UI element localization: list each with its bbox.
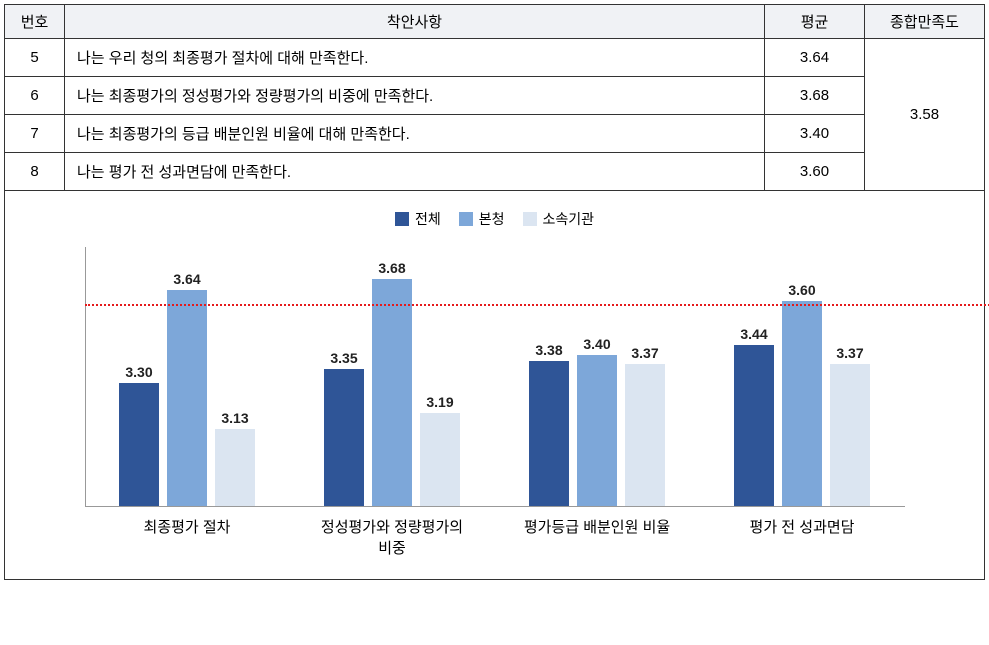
chart-legend: 전체 본청 소속기관 (5, 209, 984, 229)
cell-desc: 나는 우리 청의 최종평가 절차에 대해 만족한다. (65, 39, 765, 77)
table-row: 6나는 최종평가의 정성평가와 정량평가의 비중에 만족한다.3.68 (5, 77, 985, 115)
bar (625, 364, 665, 506)
bar-wrap: 3.44 (734, 247, 774, 506)
bar-wrap: 3.64 (167, 247, 207, 506)
bar-value-label: 3.35 (330, 350, 357, 366)
legend-swatch (459, 212, 473, 226)
bar-wrap: 3.37 (830, 247, 870, 506)
bar-wrap: 3.68 (372, 247, 412, 506)
bar-value-label: 3.30 (125, 364, 152, 380)
bar-wrap: 3.35 (324, 247, 364, 506)
header-num: 번호 (5, 5, 65, 39)
bar-group: 3.38 3.40 3.37 (512, 247, 682, 506)
bar-value-label: 3.44 (740, 326, 767, 342)
legend-item: 전체 (395, 209, 441, 229)
bar-wrap: 3.40 (577, 247, 617, 506)
legend-item: 본청 (459, 209, 505, 229)
bar (734, 345, 774, 506)
bar-wrap: 3.19 (420, 247, 460, 506)
cell-num: 7 (5, 115, 65, 153)
x-axis-label: 정성평가와 정량평가의비중 (307, 517, 477, 559)
bar-value-label: 3.13 (221, 410, 248, 426)
bar-value-label: 3.37 (631, 345, 658, 361)
bar (372, 279, 412, 506)
bar-wrap: 3.38 (529, 247, 569, 506)
bar-wrap: 3.37 (625, 247, 665, 506)
header-overall: 종합만족도 (865, 5, 985, 39)
cell-desc: 나는 평가 전 성과면담에 만족한다. (65, 153, 765, 191)
x-axis-label: 평가 전 성과면담 (717, 517, 887, 559)
bar (782, 301, 822, 506)
bar (529, 361, 569, 506)
legend-label: 전체 (415, 209, 441, 229)
table-row: 5나는 우리 청의 최종평가 절차에 대해 만족한다.3.643.58 (5, 39, 985, 77)
bar-group: 3.30 3.64 3.13 (102, 247, 272, 506)
x-axis-label: 평가등급 배분인원 비율 (512, 517, 682, 559)
chart-container: 전체본청소속기관 평가 영역 종합만족도 3.58점 3.303.643.133… (4, 191, 985, 580)
table-row: 8나는 평가 전 성과면담에 만족한다.3.60 (5, 153, 985, 191)
cell-num: 8 (5, 153, 65, 191)
legend-swatch (523, 212, 537, 226)
legend-item: 소속기관 (523, 209, 595, 229)
bar (167, 290, 207, 506)
bar-wrap: 3.13 (215, 247, 255, 506)
bar-wrap: 3.60 (782, 247, 822, 506)
header-avg: 평균 (765, 5, 865, 39)
cell-avg: 3.40 (765, 115, 865, 153)
bar (324, 369, 364, 506)
bar-value-label: 3.19 (426, 394, 453, 410)
bar-value-label: 3.60 (788, 282, 815, 298)
cell-desc: 나는 최종평가의 등급 배분인원 비율에 대해 만족한다. (65, 115, 765, 153)
bar-wrap: 3.30 (119, 247, 159, 506)
bar-group: 3.44 3.60 3.37 (717, 247, 887, 506)
bar (420, 413, 460, 506)
bar-value-label: 3.40 (583, 336, 610, 352)
bar (215, 429, 255, 506)
legend-label: 본청 (479, 209, 505, 229)
header-desc: 착안사항 (65, 5, 765, 39)
cell-avg: 3.64 (765, 39, 865, 77)
cell-num: 6 (5, 77, 65, 115)
cell-overall: 3.58 (865, 39, 985, 191)
legend-swatch (395, 212, 409, 226)
bar-value-label: 3.38 (535, 342, 562, 358)
cell-desc: 나는 최종평가의 정성평가와 정량평가의 비중에 만족한다. (65, 77, 765, 115)
bar-value-label: 3.68 (378, 260, 405, 276)
table-row: 7나는 최종평가의 등급 배분인원 비율에 대해 만족한다.3.40 (5, 115, 985, 153)
bar-value-label: 3.37 (836, 345, 863, 361)
cell-num: 5 (5, 39, 65, 77)
bar (577, 355, 617, 506)
x-axis-label: 최종평가 절차 (102, 517, 272, 559)
chart-plot: 평가 영역 종합만족도 3.58점 3.303.643.133.353.683.… (85, 247, 905, 507)
legend-label: 소속기관 (543, 209, 595, 229)
bar-group: 3.35 3.68 3.19 (307, 247, 477, 506)
cell-avg: 3.68 (765, 77, 865, 115)
cell-avg: 3.60 (765, 153, 865, 191)
bar (830, 364, 870, 506)
bar-value-label: 3.64 (173, 271, 200, 287)
satisfaction-table: 번호 착안사항 평균 종합만족도 5나는 우리 청의 최종평가 절차에 대해 만… (4, 4, 985, 191)
x-axis-labels: 최종평가 절차 정성평가와 정량평가의비중 평가등급 배분인원 비율 평가 전 성과면… (85, 517, 905, 559)
bar (119, 383, 159, 506)
